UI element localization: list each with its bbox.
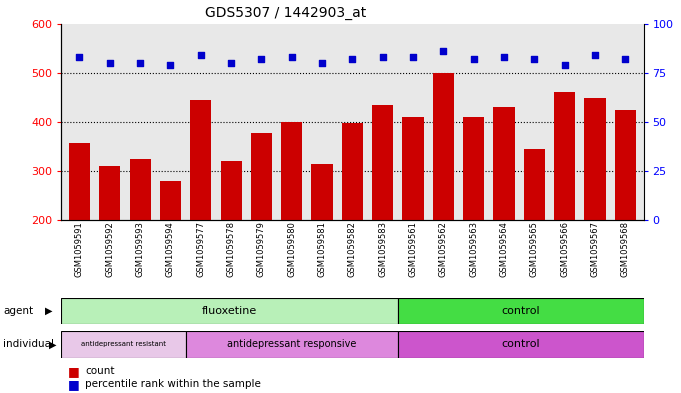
Point xyxy=(286,54,297,60)
Bar xyxy=(221,161,242,318)
Bar xyxy=(463,117,484,318)
Bar xyxy=(372,105,394,318)
Point xyxy=(225,60,236,66)
Bar xyxy=(398,298,644,324)
Bar xyxy=(433,73,454,318)
Point xyxy=(104,60,115,66)
Bar xyxy=(524,149,545,318)
Text: individual: individual xyxy=(3,339,54,349)
Bar xyxy=(251,132,272,318)
Point xyxy=(165,62,176,68)
Bar xyxy=(61,298,398,324)
Bar xyxy=(190,100,211,318)
Text: fluoxetine: fluoxetine xyxy=(202,306,257,316)
Text: antidepressant resistant: antidepressant resistant xyxy=(81,341,166,347)
Text: count: count xyxy=(85,366,114,376)
Bar xyxy=(402,117,424,318)
Bar xyxy=(129,159,151,318)
Bar xyxy=(554,92,575,318)
Text: ▶: ▶ xyxy=(45,306,53,316)
Bar xyxy=(494,107,515,318)
Point xyxy=(347,56,358,62)
Text: ▶: ▶ xyxy=(48,339,57,349)
Bar xyxy=(342,123,363,318)
Text: GDS5307 / 1442903_at: GDS5307 / 1442903_at xyxy=(206,6,366,20)
Point xyxy=(74,54,85,60)
Point xyxy=(317,60,328,66)
Text: ■: ■ xyxy=(68,365,80,378)
Point xyxy=(620,56,631,62)
Bar xyxy=(186,331,398,358)
Point xyxy=(408,54,419,60)
Text: control: control xyxy=(501,306,540,316)
Text: ■: ■ xyxy=(68,378,80,391)
Point xyxy=(590,52,601,58)
Text: control: control xyxy=(501,339,540,349)
Text: agent: agent xyxy=(3,306,33,316)
Point xyxy=(377,54,388,60)
Bar xyxy=(69,143,90,318)
Point xyxy=(559,62,570,68)
Text: antidepressant responsive: antidepressant responsive xyxy=(227,339,356,349)
Point xyxy=(498,54,509,60)
Point xyxy=(135,60,146,66)
Text: percentile rank within the sample: percentile rank within the sample xyxy=(85,379,261,389)
Bar xyxy=(281,122,302,318)
Bar xyxy=(99,166,121,318)
Point xyxy=(195,52,206,58)
Point xyxy=(469,56,479,62)
Bar xyxy=(398,331,644,358)
Point xyxy=(256,56,267,62)
Bar xyxy=(584,98,605,318)
Bar xyxy=(61,331,186,358)
Bar xyxy=(160,181,181,318)
Bar xyxy=(615,110,636,318)
Point xyxy=(438,48,449,54)
Bar xyxy=(311,163,333,318)
Point xyxy=(529,56,540,62)
